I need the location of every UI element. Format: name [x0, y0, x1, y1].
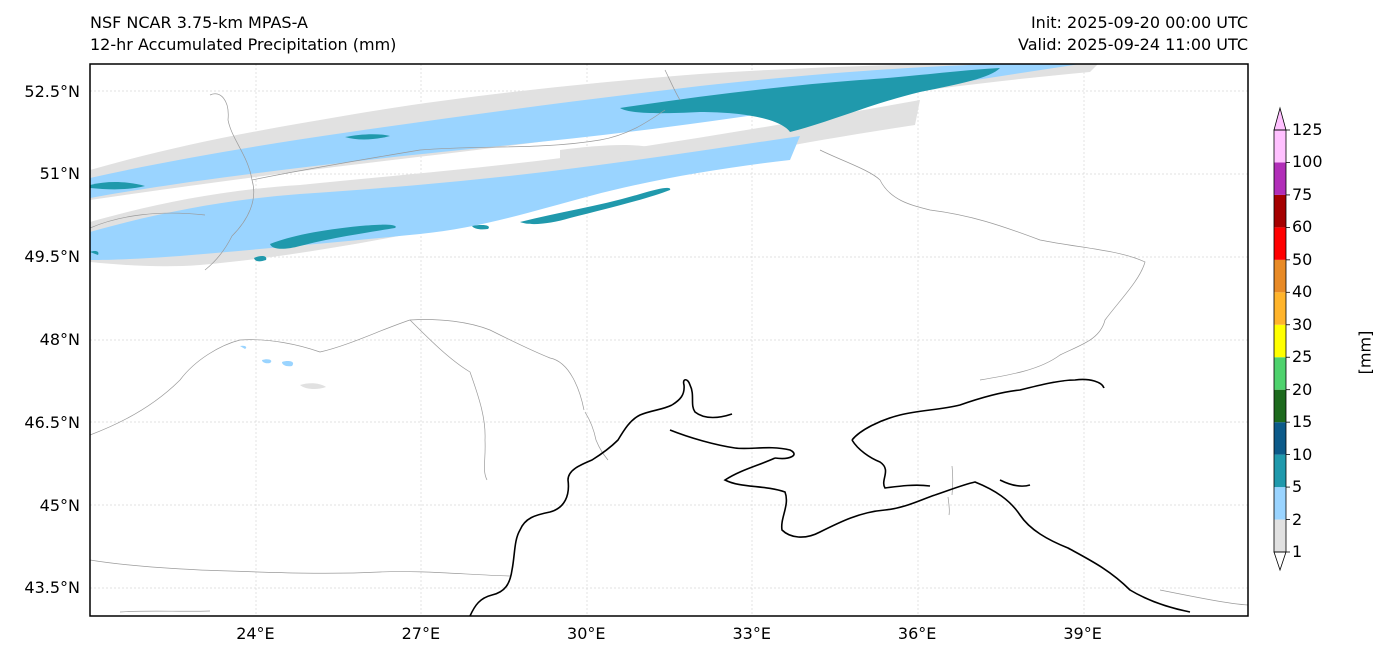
coastlines	[469, 378, 1191, 616]
colorbar-segment	[1274, 357, 1286, 390]
colorbar-level-label: 2	[1292, 509, 1303, 529]
colorbar-segment	[1274, 194, 1286, 228]
colorbar-frame	[1273, 129, 1287, 553]
precip-5-10mm	[90, 68, 1000, 262]
colorbar-level-label: 25	[1292, 347, 1313, 367]
colorbar	[1273, 106, 1290, 572]
lon-tick-label: 33°E	[732, 624, 771, 643]
lon-tick-label: 30°E	[567, 624, 606, 643]
colorbar-segment	[1274, 259, 1286, 293]
lon-tick-label: 39°E	[1063, 624, 1102, 643]
colorbar-level-label: 75	[1292, 184, 1313, 204]
colorbar-segment	[1274, 162, 1286, 195]
colorbar-segment	[1274, 292, 1286, 325]
init-time: Init: 2025-09-20 00:00 UTC	[1030, 13, 1248, 32]
colorbar-level-label: 60	[1292, 217, 1313, 237]
colorbar-segment	[1274, 324, 1286, 358]
colorbar-level-label: 1	[1292, 542, 1303, 561]
colorbar-level-label: 5	[1292, 477, 1303, 497]
lon-tick-label: 27°E	[401, 624, 441, 643]
colorbar-level-label: 15	[1292, 412, 1313, 432]
colorbar-level-label: 40	[1292, 282, 1313, 302]
colorbar-unit: [mm]	[1355, 330, 1375, 375]
map-frame	[89, 63, 1249, 617]
map-title: NSF NCAR 3.75-km MPAS-A 12-hr Accumulate…	[90, 12, 396, 56]
colorbar-segment	[1274, 454, 1286, 488]
colorbar-extend-min	[1273, 551, 1287, 572]
lat-tick-label: 49.5°N	[24, 247, 80, 267]
colorbar-level-label: 10	[1292, 444, 1313, 464]
colorbar-segment	[1274, 389, 1286, 423]
lat-tick-label: 46.5°N	[24, 412, 80, 432]
valid-time: Valid: 2025-09-24 11:00 UTC	[1017, 35, 1248, 54]
colorbar-segment	[1274, 422, 1286, 455]
colorbar-extend-max	[1273, 106, 1287, 131]
country-borders	[90, 69, 1248, 613]
colorbar-level-label: 50	[1292, 249, 1313, 269]
lon-tick-label: 24°E	[236, 624, 275, 643]
time-info: Init: 2025-09-20 00:00 UTC Valid: 2025-0…	[1018, 12, 1248, 56]
model-name: NSF NCAR 3.75-km MPAS-A	[90, 13, 308, 32]
lat-tick-label: 45°N	[39, 495, 80, 515]
field-name: 12-hr Accumulated Precipitation (mm)	[90, 35, 397, 54]
colorbar-level-label: 30	[1292, 314, 1313, 334]
colorbar-level-label: 20	[1292, 379, 1313, 399]
lon-tick-label: 36°E	[897, 624, 937, 643]
colorbar-segment	[1274, 130, 1286, 163]
lat-tick-label: 52.5°N	[24, 81, 80, 101]
colorbar-segment	[1274, 487, 1286, 520]
colorbar-segment	[1274, 227, 1286, 260]
lat-tick-label: 51°N	[39, 164, 80, 184]
colorbar-segment	[1274, 519, 1286, 552]
lat-tick-label: 43.5°N	[24, 578, 80, 598]
lat-tick-label: 48°N	[39, 330, 80, 349]
colorbar-level-label: 125	[1292, 120, 1323, 139]
colorbar-level-label: 100	[1292, 152, 1323, 172]
